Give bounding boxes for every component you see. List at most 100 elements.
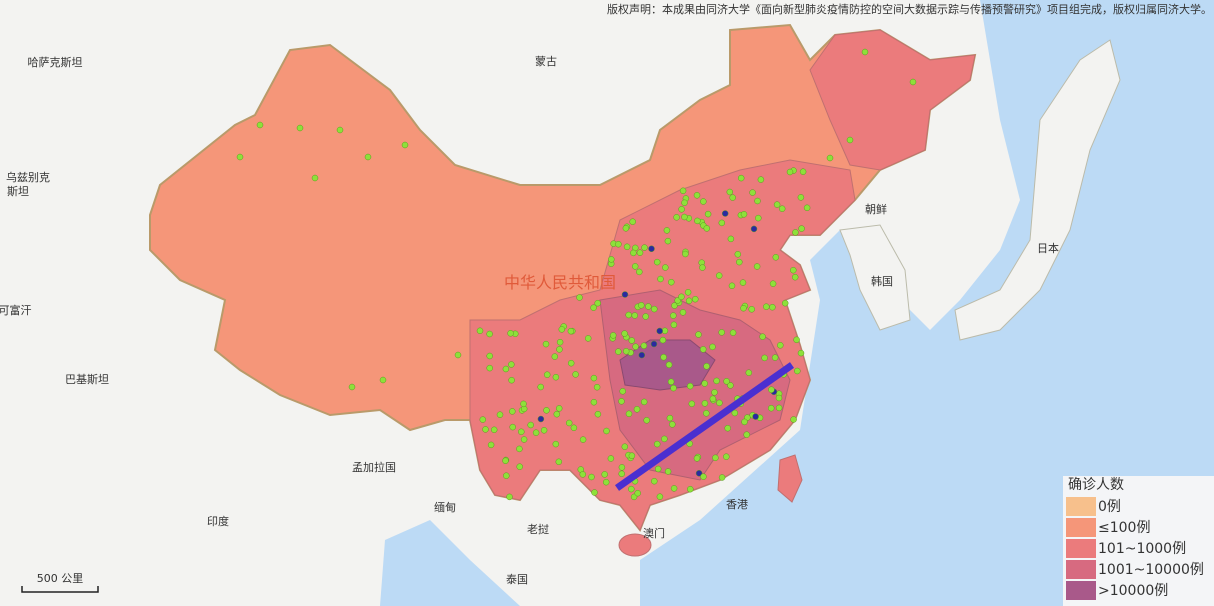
- marker: [628, 337, 636, 344]
- place-label: 日本: [1037, 241, 1059, 255]
- marker: [688, 400, 696, 408]
- marker: [667, 378, 675, 386]
- legend: 0例 ≤100例 101~1000例 1001~10000例 >10000例: [1066, 497, 1204, 600]
- marker: [794, 367, 801, 375]
- marker: [727, 382, 734, 389]
- marker: [713, 377, 720, 385]
- marker: [740, 211, 748, 218]
- marker: [769, 280, 777, 287]
- place-label: 缅甸: [434, 500, 456, 514]
- marker: [643, 417, 650, 424]
- marker: [556, 346, 563, 353]
- marker: [615, 240, 622, 248]
- marker: [692, 295, 699, 303]
- marker: [311, 174, 319, 182]
- markers: [236, 48, 917, 501]
- marker: [753, 263, 761, 270]
- marker: [634, 489, 641, 497]
- marker: [665, 361, 673, 369]
- province-region: [618, 533, 652, 557]
- marker: [553, 410, 561, 418]
- marker: [663, 227, 671, 234]
- marker: [236, 153, 244, 161]
- marker: [527, 421, 534, 429]
- marker: [673, 214, 680, 221]
- place-label: 老挝: [527, 522, 549, 536]
- marker: [723, 378, 730, 385]
- marker: [739, 279, 747, 286]
- marker: [628, 452, 636, 459]
- marker: [670, 384, 677, 392]
- marker: [773, 201, 781, 208]
- marker: [593, 383, 601, 391]
- marker: [790, 266, 797, 274]
- marker: [861, 48, 869, 56]
- legend-title: 确诊人数: [1068, 477, 1124, 493]
- legend-label: >10000例: [1098, 583, 1168, 599]
- marker: [486, 364, 493, 372]
- marker: [791, 273, 799, 281]
- marker: [694, 217, 701, 225]
- place-label: 巴基斯坦: [65, 372, 109, 386]
- marker: [737, 174, 745, 182]
- marker: [729, 194, 736, 201]
- marker: [749, 189, 756, 196]
- legend-swatch: [1066, 560, 1096, 579]
- place-label: 泰国: [506, 572, 528, 586]
- marker: [640, 398, 648, 406]
- marker: [543, 371, 551, 378]
- marker: [603, 427, 610, 435]
- marker: [570, 424, 578, 432]
- marker: [745, 369, 753, 376]
- marker: [703, 410, 710, 417]
- marker: [594, 299, 601, 307]
- marker: [743, 431, 750, 438]
- marker: [623, 243, 631, 251]
- marker: [775, 394, 783, 402]
- place-label: 澳门: [643, 526, 665, 540]
- legend-swatch: [1066, 581, 1096, 600]
- province-region: [777, 454, 803, 503]
- marker: [631, 263, 639, 270]
- marker: [555, 405, 563, 412]
- marker: [619, 388, 626, 395]
- marker: [662, 264, 669, 271]
- marker: [799, 168, 807, 175]
- marker: [700, 473, 707, 480]
- marker: [629, 218, 636, 225]
- scale-label: 500 公里: [37, 572, 84, 585]
- place-label: 哈萨克斯坦: [28, 55, 83, 69]
- marker: [681, 213, 688, 221]
- marker: [654, 465, 662, 473]
- marker: [679, 187, 687, 195]
- marker: [755, 214, 762, 222]
- marker: [716, 399, 723, 407]
- marker: [364, 153, 372, 161]
- marker: [579, 471, 587, 478]
- marker: [507, 330, 514, 337]
- marker: [767, 404, 775, 412]
- marker: [803, 204, 811, 212]
- legend-label: ≤100例: [1098, 520, 1150, 536]
- marker: [699, 264, 706, 271]
- marker: [659, 336, 667, 344]
- marker: [567, 327, 575, 335]
- marker: [790, 416, 797, 423]
- marker: [588, 473, 595, 481]
- marker: [537, 383, 544, 391]
- marker: [712, 454, 719, 462]
- marker: [846, 136, 854, 144]
- marker: [769, 303, 776, 311]
- marker: [768, 386, 775, 393]
- marker: [731, 409, 739, 417]
- marker: [648, 245, 655, 253]
- marker: [601, 471, 608, 478]
- marker: [508, 376, 515, 384]
- marker: [622, 348, 630, 355]
- marker: [594, 410, 602, 418]
- marker: [687, 485, 694, 493]
- marker: [703, 225, 711, 232]
- marker: [650, 340, 658, 348]
- marker: [704, 210, 712, 218]
- marker: [502, 365, 510, 373]
